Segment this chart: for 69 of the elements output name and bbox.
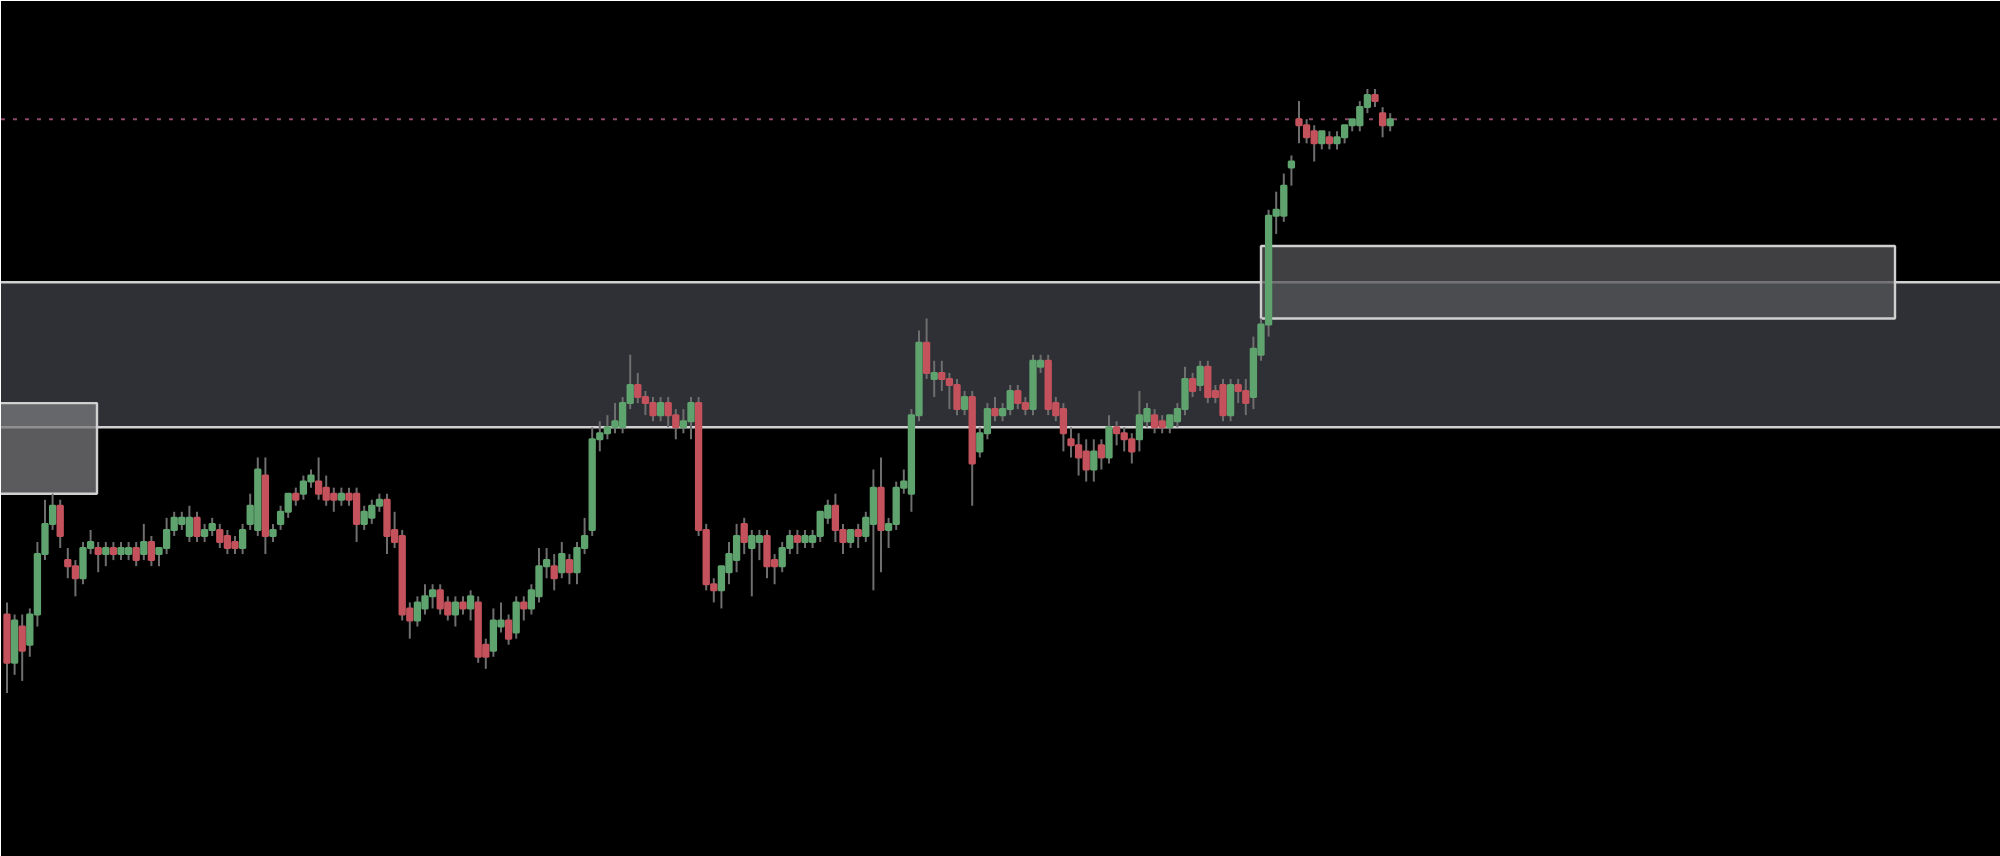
candlestick bbox=[383, 492, 391, 556]
candlestick bbox=[193, 510, 201, 543]
candlestick bbox=[1219, 377, 1227, 423]
candlestick bbox=[1059, 402, 1068, 453]
candlestick bbox=[231, 534, 239, 556]
candlestick bbox=[793, 528, 802, 556]
candlestick bbox=[1082, 438, 1090, 483]
candlestick bbox=[360, 504, 368, 531]
candlestick bbox=[18, 613, 26, 682]
candlestick bbox=[846, 528, 855, 550]
candlestick bbox=[565, 553, 574, 586]
candlestick bbox=[1014, 383, 1022, 411]
candlestick bbox=[314, 456, 323, 501]
candlestick bbox=[1105, 414, 1113, 465]
candlestick bbox=[1333, 130, 1341, 151]
candlestick bbox=[223, 528, 232, 556]
candlestick bbox=[1074, 432, 1083, 477]
candlestick bbox=[763, 528, 771, 580]
candlestick bbox=[1150, 408, 1159, 435]
candlestick bbox=[1295, 100, 1303, 145]
candlestick bbox=[352, 486, 361, 543]
candlestick bbox=[1325, 130, 1334, 151]
candlestick bbox=[428, 583, 437, 610]
candlestick bbox=[459, 595, 467, 616]
candlestick bbox=[1204, 359, 1212, 405]
candlestick bbox=[1006, 383, 1014, 417]
candlestick bbox=[178, 510, 186, 531]
candlestick bbox=[869, 468, 878, 592]
candlestick bbox=[299, 474, 308, 501]
candlestick bbox=[124, 541, 133, 562]
candlestick bbox=[1226, 377, 1235, 423]
candlestick bbox=[109, 541, 118, 562]
candlestick bbox=[687, 396, 695, 441]
candlestick bbox=[337, 486, 346, 507]
candlestick bbox=[216, 522, 224, 550]
candlestick bbox=[330, 486, 338, 513]
candlestick bbox=[1090, 438, 1098, 483]
candlestick bbox=[611, 402, 619, 435]
candlestick bbox=[1318, 130, 1326, 151]
candlestick bbox=[1386, 112, 1394, 133]
candlestick bbox=[10, 613, 19, 676]
candlestick bbox=[117, 541, 125, 562]
candlestick bbox=[1371, 88, 1379, 109]
candlestick bbox=[854, 522, 862, 550]
candlestick bbox=[953, 377, 961, 417]
candlestick bbox=[1310, 124, 1318, 163]
candlestick bbox=[436, 583, 444, 616]
candlestick bbox=[755, 528, 764, 562]
candlestick bbox=[960, 390, 969, 417]
candlestick bbox=[801, 528, 809, 550]
candlestick bbox=[649, 396, 657, 423]
candlestick bbox=[451, 595, 460, 628]
candlestick bbox=[200, 522, 209, 543]
candlestick bbox=[991, 396, 999, 423]
candlestick bbox=[185, 504, 194, 543]
candlestick bbox=[1112, 420, 1121, 447]
candlestick bbox=[269, 522, 277, 543]
candlestick bbox=[512, 595, 520, 640]
candlestick bbox=[140, 522, 148, 562]
candlestick bbox=[162, 516, 171, 556]
candlestick bbox=[1158, 414, 1166, 435]
candlestick bbox=[56, 498, 64, 550]
candlestick bbox=[102, 541, 110, 568]
candlestick bbox=[1378, 106, 1387, 139]
candlestick bbox=[368, 498, 376, 525]
candlestick bbox=[1340, 124, 1349, 145]
candlestick bbox=[520, 595, 528, 622]
candlestick bbox=[1196, 359, 1204, 392]
candlestick bbox=[656, 396, 665, 423]
